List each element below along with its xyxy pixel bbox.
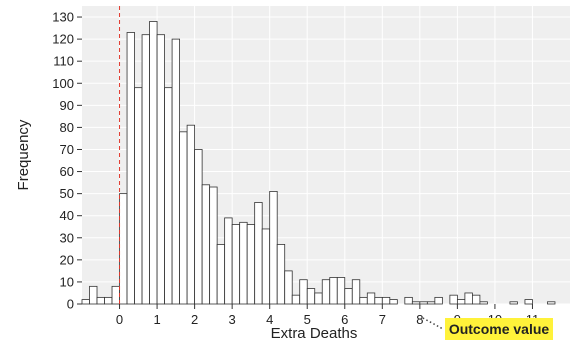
- outcome-annotation: Outcome value: [422, 317, 553, 340]
- histogram-bar: [231, 224, 241, 305]
- histogram-bar: [216, 243, 226, 305]
- histogram-bar: [171, 38, 180, 305]
- y-tick-label: 110: [53, 54, 74, 69]
- histogram-bar: [89, 285, 98, 305]
- histogram-bar: [547, 301, 556, 305]
- histogram-bar: [246, 224, 256, 305]
- histogram-bar: [374, 296, 383, 305]
- histogram-bar: [134, 87, 143, 305]
- y-tick-label: 20: [60, 252, 74, 267]
- histogram-bar: [239, 221, 248, 305]
- x-tick-label: 4: [266, 312, 273, 327]
- histogram-bar: [164, 87, 173, 305]
- histogram-bar: [186, 124, 196, 305]
- histogram-bar: [456, 299, 466, 305]
- histogram-bar: [96, 296, 105, 305]
- y-axis-title: Frequency: [15, 119, 32, 190]
- histogram-bar: [464, 292, 473, 305]
- histogram-bar: [291, 294, 301, 305]
- histogram-bar: [426, 301, 436, 305]
- histogram-bar: [141, 34, 150, 305]
- histogram-bar: [449, 294, 458, 305]
- x-tick-label: 2: [191, 312, 198, 327]
- annotation-label: Outcome value: [449, 321, 550, 337]
- y-tick-label: 100: [52, 76, 74, 91]
- histogram-bar: [344, 288, 353, 305]
- histogram-bar: [411, 301, 421, 305]
- histogram-bar: [254, 202, 263, 305]
- histogram-bar: [336, 277, 346, 305]
- histogram-bar: [419, 301, 428, 305]
- x-tick-label: 3: [229, 312, 236, 327]
- y-tick-label: 80: [60, 120, 74, 135]
- y-tick-label: 70: [60, 142, 74, 157]
- x-tick-label: 5: [304, 312, 311, 327]
- histogram-bar: [261, 228, 271, 305]
- histogram-bar: [351, 279, 361, 305]
- histogram-bar: [179, 131, 188, 305]
- histogram-bar: [276, 243, 286, 305]
- annotation-leader-line: [422, 317, 444, 330]
- y-tick-label: 60: [60, 164, 74, 179]
- y-tick-label: 30: [60, 230, 74, 245]
- histogram-bar: [224, 217, 233, 305]
- histogram-bar: [209, 186, 218, 305]
- histogram-bar: [269, 191, 278, 305]
- histogram-bar: [329, 277, 338, 305]
- y-tick-label: 90: [60, 98, 74, 113]
- x-tick-label: 6: [341, 312, 348, 327]
- histogram-bar: [284, 270, 293, 305]
- histogram-bar: [524, 299, 533, 305]
- x-tick-label: 7: [379, 312, 386, 327]
- histogram-bar: [479, 301, 488, 305]
- y-tick-label: 120: [52, 32, 74, 47]
- histogram-bar: [306, 288, 316, 305]
- annotation-box: [445, 318, 553, 340]
- histogram-bar: [509, 301, 518, 305]
- y-tick-label: 0: [67, 297, 74, 312]
- y-tick-label: 40: [60, 208, 74, 223]
- histogram-bar: [321, 279, 331, 305]
- y-axis-ticks: 0 10 20 30 40 50 60 70 80 90 100 110 120 130: [52, 10, 82, 312]
- histogram-bar: [434, 296, 443, 305]
- histogram-bar: [299, 279, 308, 305]
- histogram-bar: [471, 294, 481, 305]
- y-tick-label: 10: [60, 274, 74, 289]
- histogram-bar: [111, 285, 120, 305]
- histogram-bars: [81, 21, 556, 305]
- histogram-bar: [104, 296, 113, 305]
- histogram-bar: [119, 193, 128, 305]
- histogram-bar: [126, 32, 135, 305]
- x-tick-label: 8: [416, 312, 423, 327]
- histogram-bar: [149, 21, 158, 305]
- histogram-bar: [381, 296, 391, 305]
- histogram-bar: [359, 296, 368, 305]
- x-tick-label: 0: [116, 312, 123, 327]
- histogram-bar: [314, 292, 323, 305]
- histogram-bar: [201, 184, 211, 305]
- y-tick-label: 50: [60, 186, 74, 201]
- y-tick-label: 130: [52, 10, 74, 25]
- x-tick-label: 1: [153, 312, 160, 327]
- histogram-bar: [194, 149, 203, 305]
- histogram-bar: [404, 296, 413, 305]
- x-axis-title: Extra Deaths: [271, 325, 358, 342]
- histogram-bar: [366, 292, 376, 305]
- histogram-bar: [81, 299, 90, 305]
- histogram-bar: [156, 34, 165, 305]
- histogram-bar: [389, 299, 398, 305]
